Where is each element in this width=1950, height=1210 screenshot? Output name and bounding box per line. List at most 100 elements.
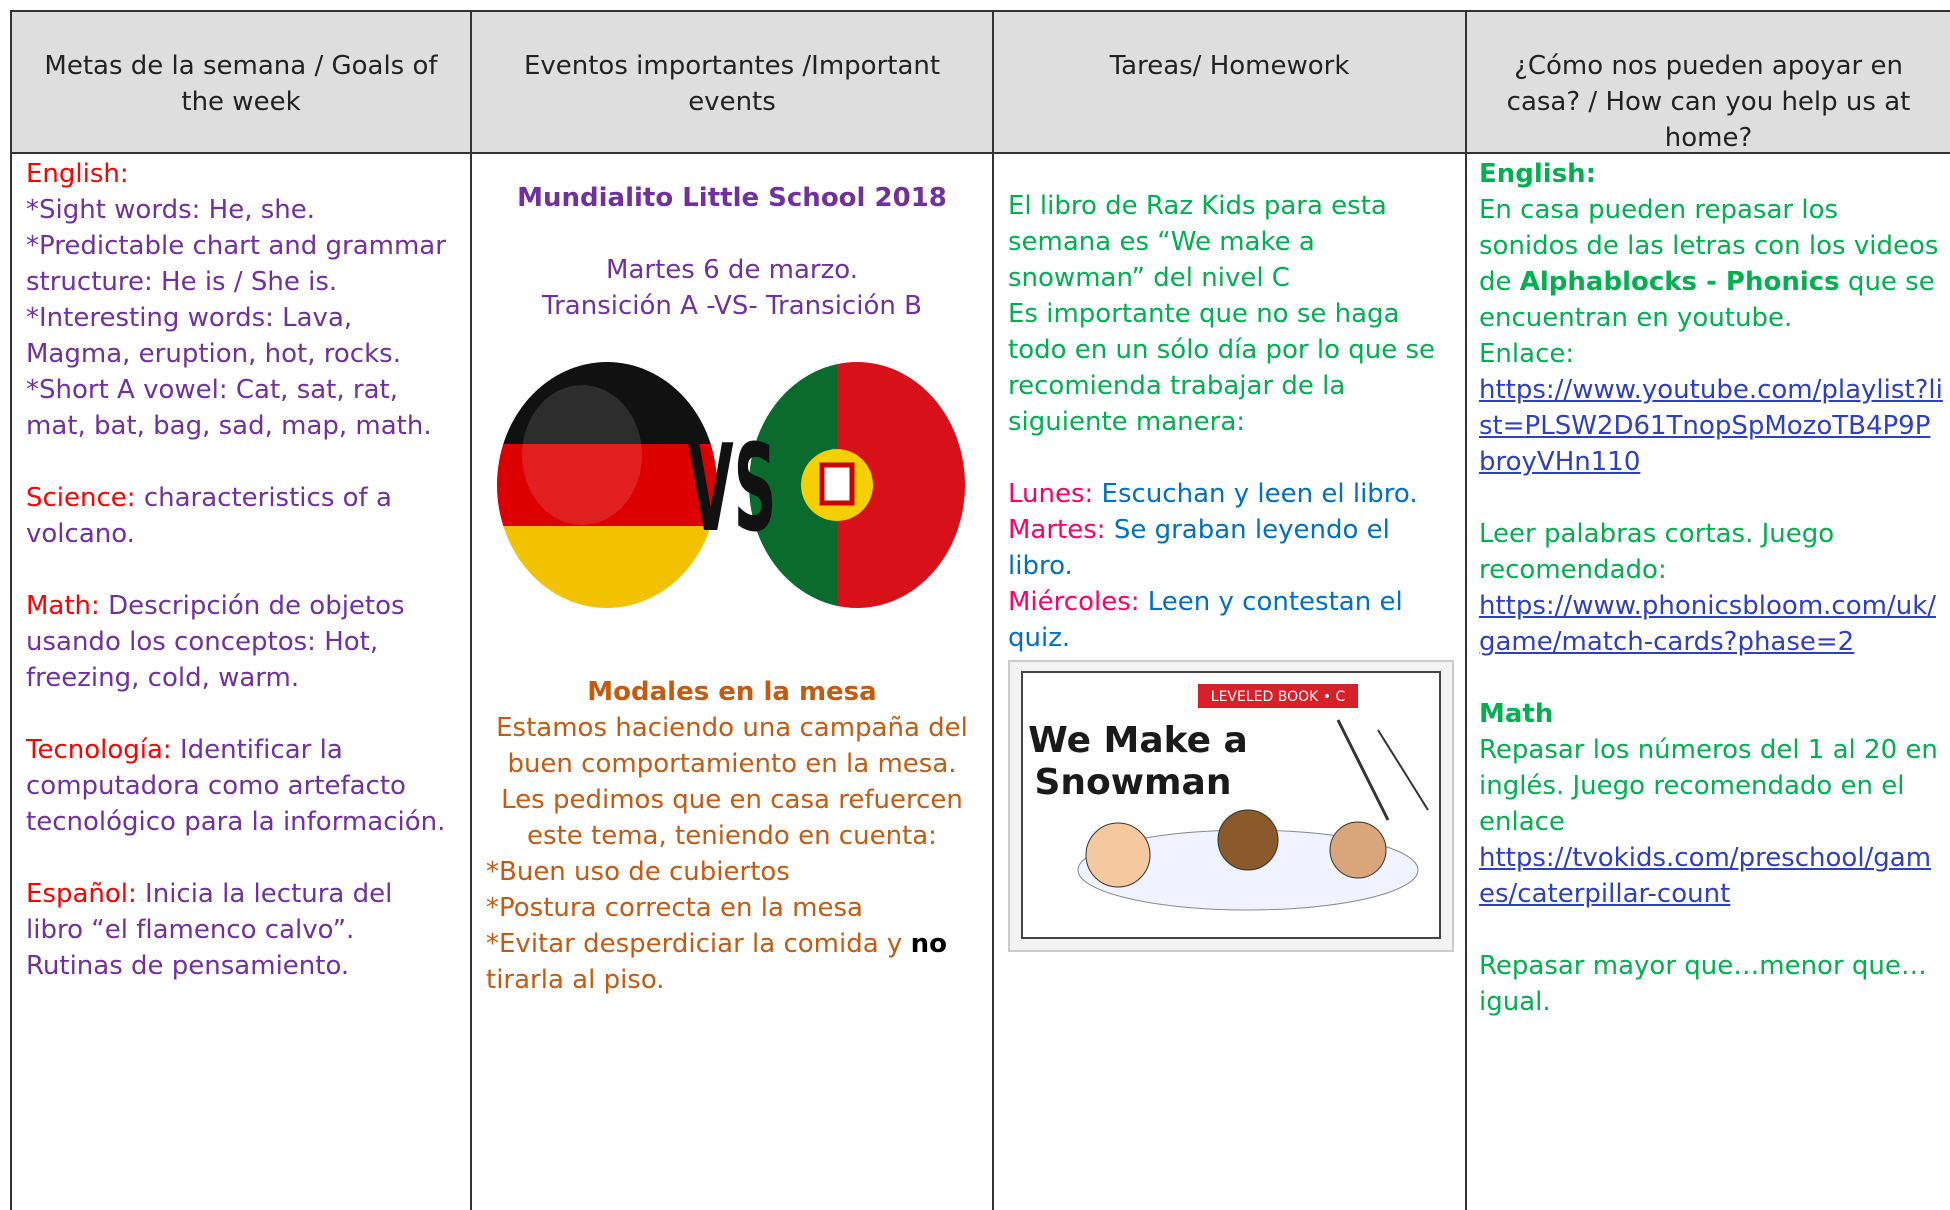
text-run: Descripción de objetos usando los concep… [26,591,405,693]
text-run: Repasar los números del 1 al 20 en inglé… [1479,735,1938,837]
paragraph: Math [1479,696,1944,732]
text-run: Math [1479,699,1554,729]
paragraph: Modales en la mesa [486,674,978,710]
text-block: English: *Sight words: He, she. *Predictab… [26,156,456,444]
text-run: Science: [26,483,136,513]
book-label: LEVELED BOOK • C [1211,689,1346,705]
paragraph: Repasar mayor que…menor que… igual. [1479,948,1944,1020]
text-block: Math: Descripción de objetos usando los … [26,588,456,696]
paragraph: Tecnología: Identificar la computadora c… [26,732,456,840]
column: Tareas/ Homework El libro de Raz Kids pa… [992,10,1465,1210]
text-run: Es importante que no se haga todo en un … [1008,299,1436,437]
text-run: *Buen uso de cubiertos [486,857,790,887]
column-body: English: *Sight words: He, she. *Predictab… [12,154,470,984]
paragraph: English: [26,156,456,192]
paragraph: Lunes: Escuchan y leen el libro. [1008,476,1451,512]
column-body: Mundialito Little School 2018 Martes 6 de… [472,154,992,998]
paragraph: Miércoles: Leen y contestan el quiz. [1008,584,1451,656]
content: Modales en la mesa Estamos haciendo una c… [486,674,978,998]
text-block: Lunes: Escuchan y leen el libro. Martes: … [1008,476,1451,656]
text-run: Modales en la mesa [587,677,877,707]
content: El libro de Raz Kids para esta semana es… [1008,188,1451,656]
column-header: Tareas/ Homework [994,10,1465,154]
flags-image: VS [497,362,965,608]
text-run: Math: [26,591,100,621]
text-run: *Short A vowel: Cat, sat, rat, mat, bat,… [26,375,432,441]
text-block: Repasar mayor que…menor que… igual. [1479,948,1944,1020]
paragraph: Transición A -VS- Transición B [486,288,978,324]
text-run: characteristics of a volcano. [26,483,392,549]
content: English: En casa pueden repasar los sonid… [1479,156,1944,1020]
text-run: Martes 6 de marzo. [606,255,858,285]
paragraph: En casa pueden repasar los sonidos de la… [1479,192,1944,336]
text-run: Leen y contestan el quiz. [1008,587,1403,653]
paragraph: Math: Descripción de objetos usando los … [26,588,456,696]
text-block: Leer palabras cortas. Juego recomendado:… [1479,516,1944,660]
book-title: We Make a [1028,720,1248,761]
paragraph: https://www.youtube.com/playlist?list=PL… [1479,372,1944,480]
text-run: Tecnología: [26,735,172,765]
paragraph: *Interesting words: Lava, Magma, eruptio… [26,300,456,372]
column: ¿Cómo nos pueden apoyar en casa? / How c… [1465,10,1950,1210]
text-run: no [910,929,947,959]
text-run: *Predictable chart and grammar structure [26,231,446,297]
paragraph: Es importante que no se haga todo en un … [1008,296,1451,440]
link[interactable]: https://www.youtube.com/playlist?list=PL… [1479,375,1943,477]
text-block: Martes 6 de marzo. Transición A -VS- Tran… [486,252,978,324]
text-run: Repasar mayor que…menor que… igual. [1479,951,1927,1017]
paragraph: *Predictable chart and grammar structure… [26,228,456,300]
text-block: Tecnología: Identificar la computadora c… [26,732,456,840]
paragraph: Enlace: [1479,336,1944,372]
text-run: Se graban leyendo el libro. [1008,515,1390,581]
text-run: Inicia la lectura del libro “el flamenco… [26,879,393,945]
link[interactable]: https://tvokids.com/preschool/games/cate… [1479,843,1932,909]
page: Metas de la semana / Goals of the week E… [10,10,1950,1210]
text-run: Mundialito Little School 2018 [517,183,947,213]
paragraph: Martes: Se graban leyendo el libro. [1008,512,1451,584]
text-run: Rutinas de pensamiento. [26,951,350,981]
text-run: Martes: [1008,515,1106,545]
text-block: Math Repasar los números del 1 al 20 en i… [1479,696,1944,912]
paragraph: Estamos haciendo una campaña del buen co… [486,710,978,854]
text-block: Science: characteristics of a volcano. [26,480,456,552]
text-run: English: [26,159,129,189]
paragraph: Rutinas de pensamiento. [26,948,456,984]
paragraph: *Postura correcta en la mesa [486,890,978,926]
text-block: Modales en la mesa Estamos haciendo una c… [486,674,978,998]
text-run: Miércoles: [1008,587,1140,617]
text-run: tirarla al piso. [486,965,665,995]
paragraph: *Sight words: He, she. [26,192,456,228]
text-run: Transición A -VS- Transición B [542,291,922,321]
column-header: ¿Cómo nos pueden apoyar en casa? / How c… [1467,10,1950,154]
text-run: Leer palabras cortas. Juego recomendado: [1479,519,1835,585]
text-block: El libro de Raz Kids para esta semana es… [1008,188,1451,440]
text-run: Lunes: [1008,479,1094,509]
column-header: Metas de la semana / Goals of the week [12,10,470,154]
text-run: Identificar la computadora como artefact… [26,735,446,837]
column-header: Eventos importantes /Important events [472,10,992,154]
book-title: Snowman [1035,762,1232,803]
text-run: English: [1479,159,1597,189]
book-image: LEVELED BOOK • C We Make a Snowman [1008,660,1454,952]
content: English: *Sight words: He, she. *Predictab… [26,156,456,984]
paragraph: El libro de Raz Kids para esta semana es… [1008,188,1451,296]
paragraph: Science: characteristics of a volcano. [26,480,456,552]
column: Metas de la semana / Goals of the week E… [10,10,470,1210]
paragraph: Leer palabras cortas. Juego recomendado: [1479,516,1944,588]
text-run: : He is / She is. [144,267,338,297]
text-run: que se encuentran en youtube. [1479,267,1935,333]
paragraph: Repasar los números del 1 al 20 en inglé… [1479,732,1944,840]
germany-ball [497,362,717,608]
text-run: En casa pueden repasar los sonidos de la… [1479,195,1939,297]
vs-text: VS [688,418,777,558]
portugal-ball [749,362,965,608]
text-run: *Postura correcta en la mesa [486,893,863,923]
column: Eventos importantes /Important events Mu… [470,10,992,1210]
text-run: Escuchan y leen el libro. [1093,479,1418,509]
text-run: Enlace: [1479,339,1575,369]
text-run: *Sight words: He, she. [26,195,316,225]
paragraph: *Buen uso de cubiertos [486,854,978,890]
link[interactable]: https://www.phonicsbloom.com/uk/game/mat… [1479,591,1937,657]
text-run: *Interesting words: Lava, Magma, eruptio… [26,303,401,369]
paragraph: English: [1479,156,1944,192]
